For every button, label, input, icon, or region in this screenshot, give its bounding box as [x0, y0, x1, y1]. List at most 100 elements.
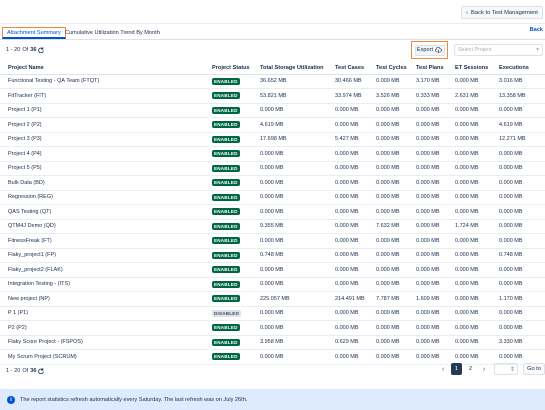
header-project-name: Project Name: [0, 62, 212, 75]
prev-page-icon[interactable]: ‹: [441, 365, 445, 373]
cell-project-name: P2 (P2): [0, 320, 212, 336]
status-badge: ENABLED: [212, 237, 240, 245]
pager-of: Of: [22, 47, 29, 53]
pager-of: Of: [22, 368, 29, 374]
cell-et-sessions: 2.631 MB: [455, 88, 499, 104]
cell-total-storage: 0.748 MB: [260, 248, 335, 263]
header-et-sessions: ET Sessions: [455, 62, 499, 75]
cell-project-status: ENABLED: [212, 335, 260, 350]
cell-test-cases: 0.000 MB: [335, 117, 376, 133]
cell-project-name: QTM4J Demo (QD): [0, 219, 212, 234]
goto-page-input[interactable]: ⇕: [494, 363, 518, 375]
cell-test-cycles: 0.000 MB: [376, 175, 416, 191]
goto-button[interactable]: Go to: [523, 363, 545, 375]
cell-test-cases: 30.466 MB: [335, 74, 376, 89]
cell-test-cycles: 0.000 MB: [376, 190, 416, 205]
cell-test-cycles: 0.000 MB: [376, 262, 416, 278]
cell-project-name: Flaky_project1 (FP): [0, 248, 212, 263]
status-badge: ENABLED: [212, 135, 240, 143]
refresh-icon[interactable]: [38, 47, 45, 53]
cell-project-status: ENABLED: [212, 262, 260, 278]
cell-total-storage: 0.000 MB: [260, 349, 335, 365]
table-row: P 1 (P1) DISABLED 0.000 MB 0.000 MB 0.000 MB…: [0, 306, 545, 321]
select-project-dropdown[interactable]: Select Project ▾: [454, 44, 543, 56]
cell-et-sessions: 0.000 MB: [455, 306, 499, 321]
cell-total-storage: 17.698 MB: [260, 132, 335, 147]
table-row: Regression (REG) ENABLED 0.000 MB 0.000 MB 0…: [0, 190, 545, 205]
cell-project-name: Project 5 (P5): [0, 161, 212, 176]
cell-project-status: ENABLED: [212, 146, 260, 162]
cell-project-name: Project 1 (P1): [0, 103, 212, 118]
page-1-button[interactable]: 1: [451, 363, 462, 375]
table-row: New project (NP) ENABLED 225.057 MB 214.491…: [0, 291, 545, 307]
page-2-button[interactable]: 2: [468, 366, 473, 372]
cell-test-cycles: 0.000 MB: [376, 204, 416, 220]
stepper-icon: ⇕: [509, 366, 515, 373]
cell-et-sessions: 0.000 MB: [455, 175, 499, 191]
cell-project-name: Project 3 (P3): [0, 132, 212, 147]
cell-executions: 13.358 MB: [499, 88, 545, 104]
cell-project-name: Regression (REG): [0, 190, 212, 205]
cell-test-plans: 0.000 MB: [416, 248, 455, 263]
cell-project-name: New project (NP): [0, 291, 212, 307]
export-button[interactable]: Export: [414, 44, 445, 56]
cell-project-name: Integration Testing - (ITS): [0, 277, 212, 292]
table-row: My Scrum Project (SCRUM) ENABLED 0.000 MB 0…: [0, 349, 545, 365]
cell-et-sessions: 0.000 MB: [455, 291, 499, 307]
cell-executions: 0.000 MB: [499, 204, 545, 220]
refresh-icon[interactable]: [38, 368, 45, 374]
status-badge: ENABLED: [212, 280, 240, 288]
table-row: Project 1 (P1) ENABLED 0.000 MB 0.000 MB 0.0…: [0, 103, 545, 118]
cell-test-plans: 0.000 MB: [416, 175, 455, 191]
cell-project-name: Project 4 (P4): [0, 146, 212, 162]
cell-executions: 0.000 MB: [499, 277, 545, 292]
back-to-test-management-button[interactable]: ‹ Back to Test Management: [461, 6, 543, 19]
cell-et-sessions: 0.000 MB: [455, 320, 499, 336]
cell-executions: 0.000 MB: [499, 320, 545, 336]
cell-et-sessions: 0.000 MB: [455, 103, 499, 118]
status-badge: DISABLED: [212, 309, 242, 317]
pager-range: 1 - 20: [6, 368, 21, 374]
cell-test-cases: 0.000 MB: [335, 233, 376, 249]
back-link[interactable]: Back: [529, 27, 543, 33]
cell-test-cycles: 0.000 MB: [376, 117, 416, 133]
tab-attachment-summary[interactable]: Attachment Summary: [2, 27, 66, 39]
cell-test-cycles: 0.000 MB: [376, 146, 416, 162]
cell-project-status: ENABLED: [212, 204, 260, 220]
cell-et-sessions: 0.000 MB: [455, 204, 499, 220]
status-badge: ENABLED: [212, 251, 240, 259]
cell-project-status: ENABLED: [212, 248, 260, 263]
cell-test-cycles: 0.000 MB: [376, 277, 416, 292]
status-badge: ENABLED: [212, 222, 240, 230]
cell-test-plans: 0.000 MB: [416, 204, 455, 220]
pager-range: 1 - 20: [6, 47, 21, 53]
next-page-icon[interactable]: ›: [482, 365, 486, 373]
status-badge: ENABLED: [212, 266, 240, 274]
cell-test-cases: 0.000 MB: [335, 103, 376, 118]
cell-executions: 0.000 MB: [499, 175, 545, 191]
cell-test-cases: 0.000 MB: [335, 262, 376, 278]
status-badge: ENABLED: [212, 77, 240, 85]
pagination-summary-top: 1 - 20 Of 36: [6, 47, 45, 53]
cell-total-storage: 53.821 MB: [260, 88, 335, 104]
table-row: Bulk Data (BD) ENABLED 0.000 MB 0.000 MB 0.0…: [0, 175, 545, 191]
cell-project-status: ENABLED: [212, 103, 260, 118]
cell-project-status: ENABLED: [212, 291, 260, 307]
cell-test-cases: 0.000 MB: [335, 349, 376, 365]
cell-test-plans: 1.609 MB: [416, 291, 455, 307]
cell-et-sessions: 1.724 MB: [455, 219, 499, 234]
cell-executions: 0.000 MB: [499, 306, 545, 321]
table-row: Flaky Score Project - (FSPOS) ENABLED 3.95…: [0, 335, 545, 350]
cell-test-plans: 0.000 MB: [416, 262, 455, 278]
cell-project-name: FitTracker (FIT): [0, 88, 212, 104]
tab-cumulative-utilization[interactable]: Cumulative Utilization Trend By Month: [65, 30, 160, 36]
header-test-cases: Test Cases: [335, 62, 376, 75]
cell-total-storage: 0.000 MB: [260, 233, 335, 249]
cell-test-plans: 0.000 MB: [416, 277, 455, 292]
cell-test-cases: 0.000 MB: [335, 146, 376, 162]
cell-test-cycles: 0.000 MB: [376, 349, 416, 365]
table-row: FitnessFreak (FT) ENABLED 0.000 MB 0.000 MB…: [0, 233, 545, 249]
cell-test-cycles: 0.000 MB: [376, 335, 416, 350]
cell-test-cycles: 0.000 MB: [376, 161, 416, 176]
cell-total-storage: 0.000 MB: [260, 306, 335, 321]
